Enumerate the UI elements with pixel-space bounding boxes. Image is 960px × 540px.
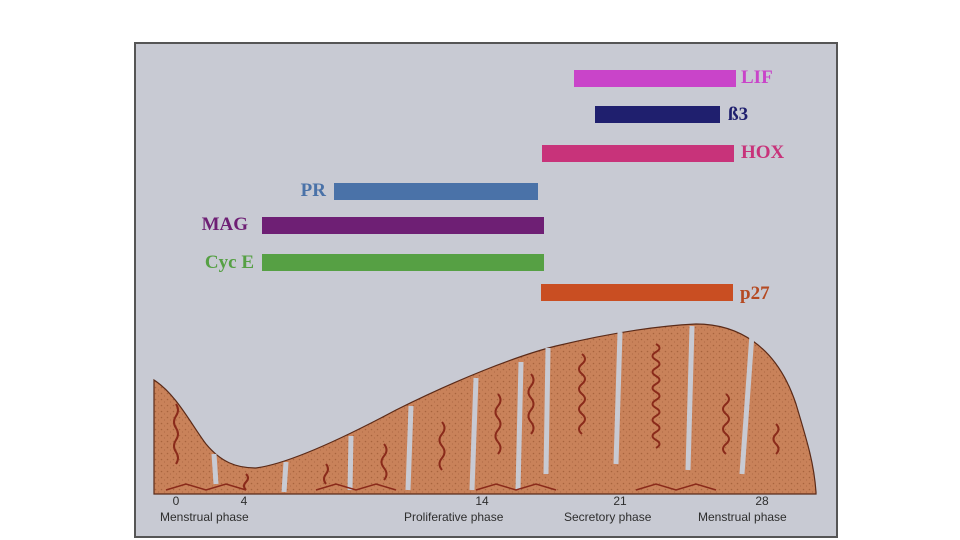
tick-0: 0 [172, 494, 180, 508]
bar-lif [574, 70, 736, 87]
label-p27: p27 [740, 283, 770, 304]
tick-14: 14 [475, 494, 489, 508]
phase-menstrual-start: Menstrual phase [160, 510, 249, 524]
bar-b3 [595, 106, 720, 123]
label-mag: MAG [201, 214, 248, 235]
label-b3: ß3 [728, 104, 749, 125]
label-hox: HOX [741, 142, 785, 163]
bar-p27 [541, 284, 733, 301]
bar-hox [542, 145, 734, 162]
tissue-clefts [211, 325, 755, 493]
label-cyce: Cyc E [204, 252, 254, 273]
endometrium-illustration [153, 323, 817, 495]
bar-pr [334, 183, 538, 200]
phase-menstrual-end: Menstrual phase [698, 510, 787, 524]
phase-secretory: Secretory phase [564, 510, 652, 524]
endometrium-layer [153, 323, 817, 495]
phase-proliferative: Proliferative phase [404, 510, 504, 524]
tick-21: 21 [613, 494, 627, 508]
coiled-glands [173, 343, 780, 491]
endometrial-cycle-figure: LIF ß3 HOX PR MAG Cyc E p27 0 4 14 21 28… [134, 42, 838, 538]
tick-4: 4 [240, 494, 248, 508]
label-lif: LIF [741, 67, 773, 88]
label-pr: PR [300, 180, 326, 201]
tick-28: 28 [755, 494, 769, 508]
vessels [165, 483, 717, 491]
bar-mag [262, 217, 544, 234]
bar-cyce [262, 254, 544, 271]
